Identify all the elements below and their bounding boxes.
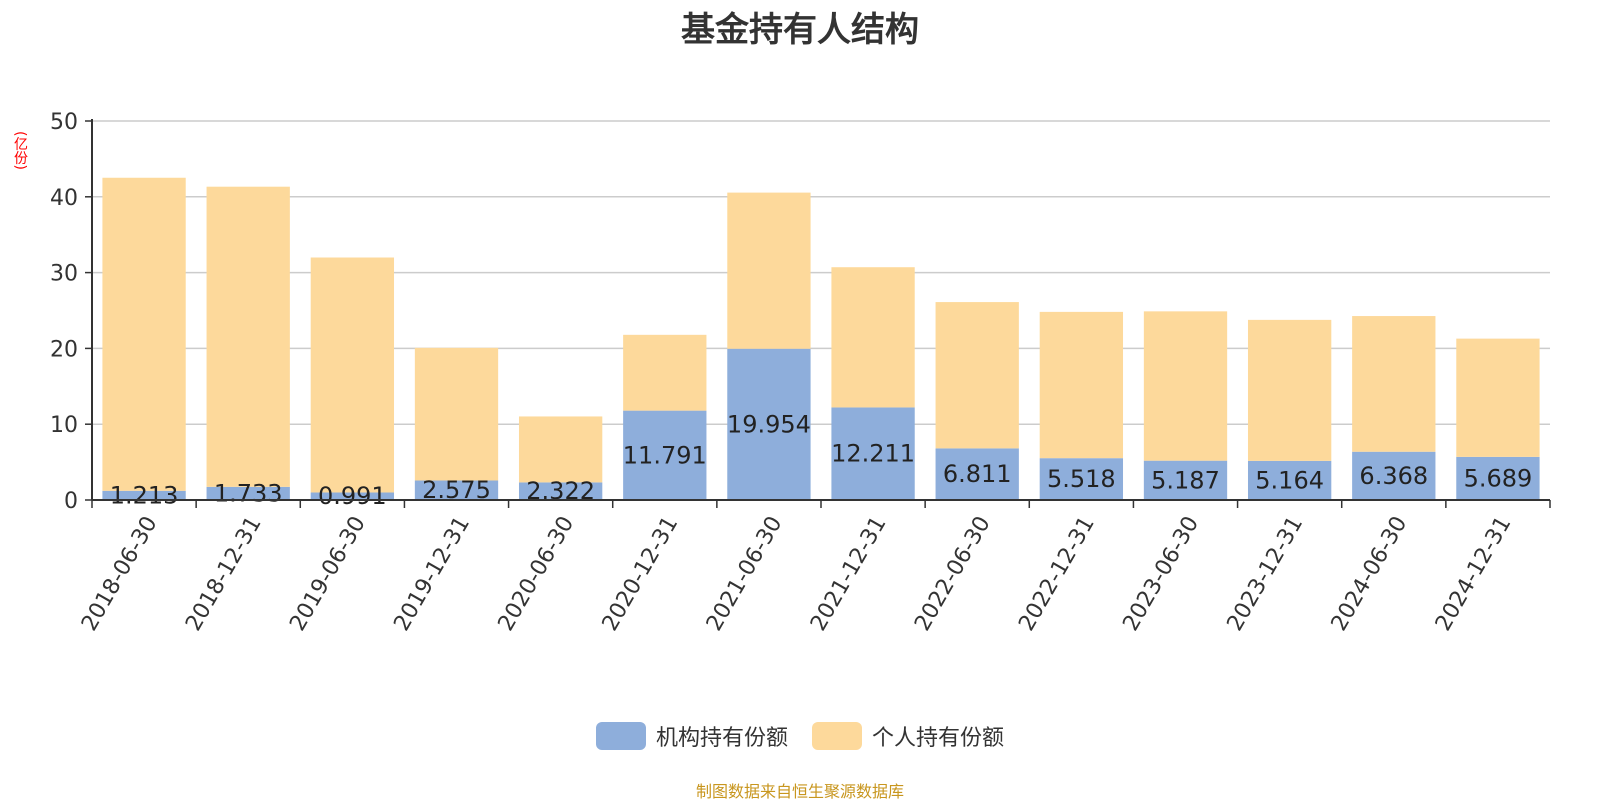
data-label-institutional: 5.164 xyxy=(1255,466,1324,494)
x-tick-label: 2019-06-30 xyxy=(285,512,371,635)
data-label-institutional: 1.733 xyxy=(214,479,283,507)
bar-institutional xyxy=(1143,460,1228,500)
data-label-institutional: 0.991 xyxy=(318,482,387,510)
data-label-institutional: 1.213 xyxy=(110,481,179,509)
y-tick-label: 10 xyxy=(50,413,78,438)
data-label-institutional: 11.791 xyxy=(623,441,707,469)
data-label-institutional: 12.211 xyxy=(831,440,915,468)
x-tick-label: 2019-12-31 xyxy=(389,512,475,635)
bar-institutional xyxy=(518,482,603,500)
bar-individual xyxy=(623,334,707,411)
bar-individual xyxy=(518,416,603,483)
bar-individual xyxy=(727,192,811,349)
legend-label-institutional: 机构持有份额 xyxy=(655,726,788,751)
bar-individual xyxy=(206,186,290,487)
bar-individual xyxy=(1247,319,1332,461)
y-tick-label: 20 xyxy=(50,337,78,362)
bar-individual xyxy=(1039,311,1124,459)
legend-label-individual: 个人持有份额 xyxy=(872,726,1005,751)
bar-institutional xyxy=(727,348,811,500)
x-tick-label: 2018-12-31 xyxy=(181,512,267,635)
chart-title: 基金持有人结构 xyxy=(681,10,919,50)
bar-individual xyxy=(1456,338,1540,457)
bar-individual xyxy=(831,267,915,408)
legend-item-institutional[interactable]: 机构持有份额 xyxy=(595,720,788,752)
bar-individual xyxy=(1352,316,1436,452)
bar-institutional xyxy=(102,490,186,500)
y-tick-label: 50 xyxy=(50,110,78,135)
data-label-institutional: 6.811 xyxy=(943,460,1012,488)
data-label-institutional: 5.187 xyxy=(1151,466,1220,494)
x-tick-label: 2022-12-31 xyxy=(1014,512,1100,635)
x-tick-label: 2023-12-31 xyxy=(1223,512,1309,635)
bar-institutional xyxy=(206,486,290,500)
bar-institutional xyxy=(1352,451,1436,500)
data-label-institutional: 6.368 xyxy=(1359,462,1428,490)
x-tick-label: 2024-12-31 xyxy=(1431,512,1517,635)
legend-swatch-institutional xyxy=(595,722,646,750)
bar-individual xyxy=(102,177,186,491)
bar-institutional xyxy=(623,410,707,500)
bar-institutional xyxy=(1456,456,1540,500)
x-tick-label: 2023-06-30 xyxy=(1118,512,1204,635)
bar-institutional xyxy=(935,448,1019,500)
data-label-institutional: 5.518 xyxy=(1047,465,1116,493)
source-note: 制图数据来自恒生聚源数据库 xyxy=(695,782,904,801)
x-tick-label: 2018-06-30 xyxy=(77,512,163,635)
bar-individual xyxy=(414,347,499,481)
y-tick-label: 40 xyxy=(50,186,78,211)
bar-institutional xyxy=(414,480,499,500)
y-tick-label: 0 xyxy=(64,489,78,514)
bar-institutional xyxy=(1247,460,1332,500)
bar-individual xyxy=(935,302,1019,449)
bar-individual xyxy=(1143,311,1228,461)
legend-swatch-individual xyxy=(812,722,862,750)
x-tick-label: 2022-06-30 xyxy=(910,512,996,635)
x-tick-label: 2024-06-30 xyxy=(1327,512,1413,635)
bar-institutional xyxy=(831,407,915,500)
x-tick-label: 2020-12-31 xyxy=(598,512,684,635)
legend: 机构持有份额 个人持有份额 xyxy=(0,720,1600,752)
legend-item-individual[interactable]: 个人持有份额 xyxy=(812,720,1004,752)
x-tick-label: 2021-12-31 xyxy=(806,512,892,635)
bar-institutional xyxy=(310,492,395,500)
y-tick-label: 30 xyxy=(50,262,78,287)
data-label-institutional: 5.689 xyxy=(1464,464,1533,492)
x-tick-label: 2021-06-30 xyxy=(702,512,788,635)
x-tick-label: 2020-06-30 xyxy=(494,512,580,635)
bar-institutional xyxy=(1039,458,1124,500)
bar-individual xyxy=(310,257,395,493)
y-axis-unit: (亿份) xyxy=(12,130,28,170)
data-label-institutional: 19.954 xyxy=(727,410,811,438)
